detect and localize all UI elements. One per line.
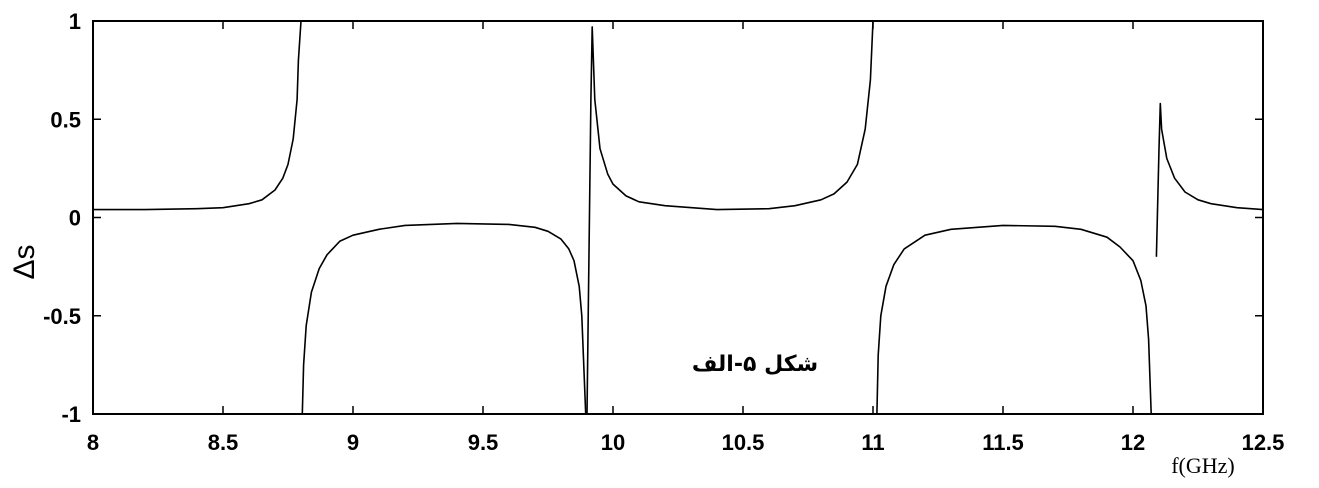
figure-annotation: شکل ۵-الف [692,352,818,377]
x-tick-label: 8.5 [208,430,239,455]
y-ticks: 1 0.5 0 -0.5 -1 [43,9,1263,427]
y-tick-label: -0.5 [43,304,81,329]
x-tick-label: 9 [347,430,359,455]
x-ticks: 8 8.5 9 9.5 10 10.5 11 11.5 12 12.5 [87,21,1285,455]
x-axis-label: f(GHz) [1171,453,1235,478]
x-tick-label: 8 [87,430,99,455]
series-segment [876,224,1152,415]
series-segment [586,20,874,415]
x-tick-label: 12 [1121,430,1145,455]
y-axis-label: Δs [8,244,41,279]
x-tick-label: 10 [601,430,625,455]
x-tick-label: 10.5 [722,430,765,455]
y-tick-label: 0.5 [50,107,81,132]
x-tick-label: 11.5 [982,430,1024,455]
series-segment [301,222,587,415]
y-tick-label: -1 [61,402,81,427]
series-segment [93,20,302,211]
y-tick-label: 1 [69,9,81,34]
x-tick-label: 9.5 [468,430,499,455]
x-tick-label: 11 [861,430,884,455]
series-segment [1155,102,1264,257]
y-tick-label: 0 [69,206,81,231]
series-line [93,20,1264,415]
plot-frame [92,20,1264,415]
x-tick-label: 12.5 [1242,430,1285,455]
